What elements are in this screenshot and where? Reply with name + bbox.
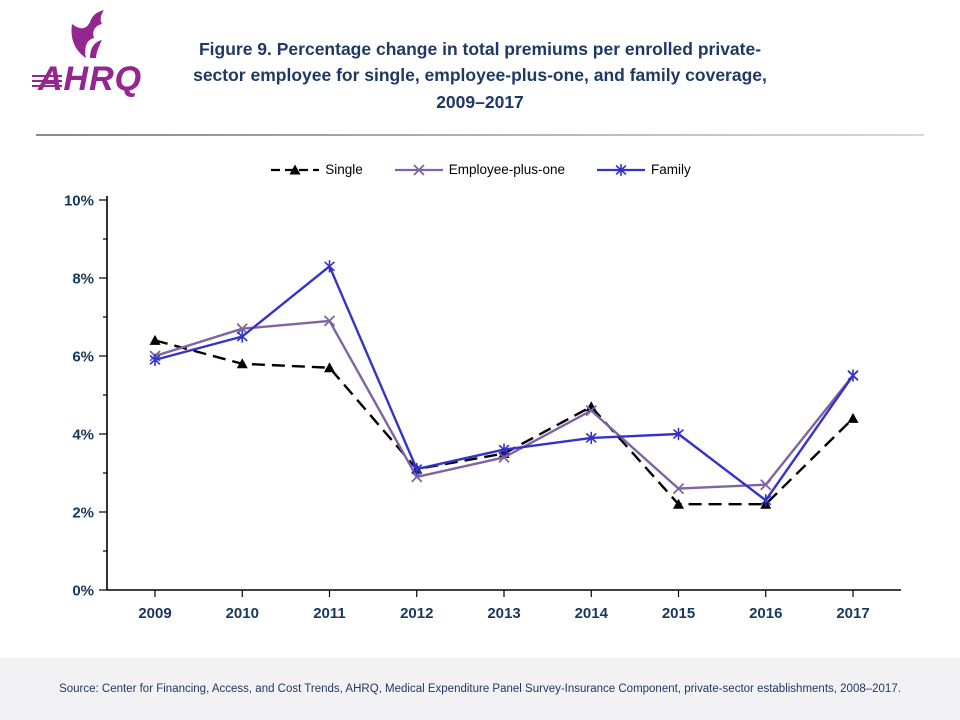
svg-text:4%: 4% (72, 427, 94, 444)
svg-text:2017: 2017 (836, 605, 869, 622)
legend-item-employee-plus-one: Employee-plus-one (393, 162, 565, 177)
svg-text:0%: 0% (72, 583, 94, 600)
svg-text:2%: 2% (72, 505, 94, 522)
legend-item-single: Single (269, 162, 363, 177)
svg-text:2015: 2015 (662, 605, 695, 622)
svg-text:2013: 2013 (487, 605, 520, 622)
svg-text:10%: 10% (64, 193, 94, 210)
single-marker-icon (271, 164, 320, 174)
svg-text:2011: 2011 (313, 605, 346, 622)
premium-chart: 0% 2% 4% 6% 8% 10% 2009 2010 2011 2012 2013 2014 201… (64, 193, 901, 622)
svg-text:2016: 2016 (749, 605, 782, 622)
footer-bar: Source: Center for Financing, Access, an… (0, 658, 960, 720)
ahrq-logo-text: AHRQ (32, 62, 158, 96)
svg-text:8%: 8% (72, 271, 94, 288)
figure-title: Figure 9. Percentage change in total pre… (193, 39, 767, 112)
hhs-eagle-icon (71, 10, 104, 58)
chart-area: 0% 2% 4% 6% 8% 10% 2009 2010 2011 2012 2013 2014 201… (0, 186, 960, 648)
svg-text:2009: 2009 (138, 605, 171, 622)
chart-legend: Single Employee-plus-one Family (0, 162, 960, 177)
legend-label-employee-plus-one: Employee-plus-one (448, 162, 566, 177)
svg-text:2010: 2010 (226, 605, 259, 622)
source-note: Source: Center for Financing, Access, an… (59, 683, 901, 695)
legend-label-single: Single (325, 162, 363, 177)
legend-item-family: Family (595, 162, 691, 177)
svg-text:2014: 2014 (575, 605, 609, 622)
employee-plus-one-marker-icon (394, 164, 443, 175)
svg-text:2012: 2012 (400, 605, 433, 622)
family-marker-icon (597, 163, 646, 176)
logo-speed-lines (32, 72, 62, 88)
legend-label-family: Family (651, 162, 691, 177)
svg-text:6%: 6% (72, 349, 94, 366)
ahrq-logo: AHRQ (32, 8, 158, 112)
header-divider (36, 134, 924, 136)
